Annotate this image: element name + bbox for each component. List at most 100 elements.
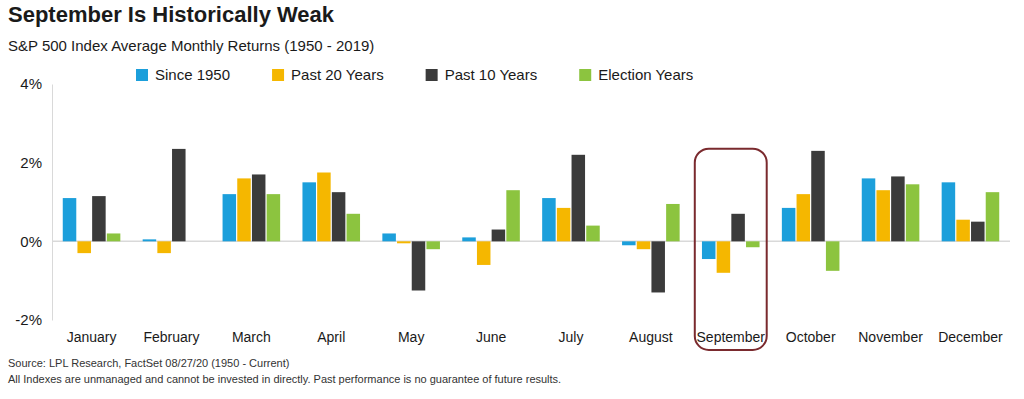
- x-tick: December: [938, 320, 1003, 345]
- bar: [107, 233, 121, 241]
- bar: [542, 198, 556, 241]
- legend-swatch: [426, 69, 438, 81]
- x-axis: January February March April May June July Augu…: [67, 320, 1003, 345]
- bar: [826, 241, 840, 270]
- x-tick-label: September: [697, 329, 766, 345]
- bar: [317, 173, 331, 242]
- legend-label: Since 1950: [155, 66, 230, 83]
- y-tick-label: 2%: [20, 154, 42, 171]
- bar: [223, 194, 237, 241]
- bar: [717, 241, 731, 272]
- legend-swatch: [579, 69, 591, 81]
- bar: [63, 198, 77, 241]
- bar: [252, 174, 266, 241]
- x-tick: August: [629, 320, 673, 345]
- bar: [347, 214, 361, 242]
- x-tick: February: [143, 320, 199, 345]
- x-tick-label: May: [398, 329, 424, 345]
- highlight-box: [695, 149, 767, 350]
- x-tick: July: [558, 320, 583, 345]
- series: [92, 149, 984, 293]
- bar: [586, 226, 600, 242]
- x-tick: April: [317, 320, 345, 345]
- bar: [477, 241, 491, 265]
- y-tick: 2%: [20, 154, 52, 171]
- bar: [172, 149, 186, 241]
- bars: [63, 149, 999, 293]
- legend-item: Past 20 Years: [272, 66, 384, 83]
- legend-label: Past 20 Years: [291, 66, 384, 83]
- bar: [666, 204, 680, 241]
- bar: [971, 222, 985, 242]
- y-axis: -2% 0% 2% 4%: [15, 75, 52, 328]
- x-tick: June: [476, 320, 507, 345]
- bar: [906, 184, 920, 241]
- x-tick-label: January: [67, 329, 117, 345]
- bar: [92, 196, 106, 241]
- bar: [782, 208, 796, 241]
- bar: [157, 241, 171, 253]
- footnote: Source: LPL Research, FactSet 08/27/20 (…: [8, 357, 289, 369]
- bar: [382, 233, 396, 241]
- x-tick-label: July: [558, 329, 583, 345]
- bar: [956, 220, 970, 242]
- bar: [302, 182, 316, 241]
- bar: [187, 241, 201, 242]
- y-tick-label: 0%: [20, 233, 42, 250]
- bar: [237, 178, 251, 241]
- bar: [412, 241, 426, 290]
- title: September Is Historically Weak: [8, 2, 335, 27]
- y-tick-label: 4%: [20, 75, 42, 92]
- y-tick-label: -2%: [15, 311, 42, 328]
- x-tick-label: June: [476, 329, 507, 345]
- x-tick-label: November: [858, 329, 923, 345]
- footnote: All Indexes are unmanaged and cannot be …: [8, 373, 561, 385]
- x-tick-label: February: [143, 329, 199, 345]
- bar: [557, 208, 571, 241]
- x-tick-label: October: [786, 329, 836, 345]
- bar: [426, 241, 440, 249]
- bar: [876, 190, 890, 241]
- bar: [267, 194, 281, 241]
- x-tick-label: December: [938, 329, 1003, 345]
- bar: [811, 151, 825, 241]
- bar: [797, 194, 811, 241]
- series: [77, 173, 969, 273]
- x-tick-label: August: [629, 329, 673, 345]
- legend-swatch: [272, 69, 284, 81]
- bar: [862, 178, 876, 241]
- x-tick: September: [697, 320, 766, 345]
- series: [107, 184, 999, 271]
- chart: September Is Historically Weak S&P 500 In…: [0, 0, 1024, 399]
- bar: [143, 239, 157, 241]
- bar: [942, 182, 956, 241]
- bar: [77, 241, 91, 253]
- bar: [622, 241, 636, 245]
- legend: Since 1950 Past 20 Years Past 10 Years Elec…: [136, 66, 693, 83]
- legend-item: Election Years: [579, 66, 693, 83]
- bar: [986, 192, 1000, 241]
- bar: [731, 214, 745, 242]
- x-tick-label: March: [232, 329, 271, 345]
- bar: [492, 230, 506, 242]
- x-tick: November: [858, 320, 923, 345]
- legend-item: Since 1950: [136, 66, 230, 83]
- bar: [397, 241, 411, 243]
- y-tick: 0%: [20, 233, 52, 250]
- y-tick: 4%: [20, 75, 52, 92]
- x-tick: May: [398, 320, 424, 345]
- legend-swatch: [136, 69, 148, 81]
- bar: [506, 190, 520, 241]
- bar: [651, 241, 665, 292]
- x-tick: October: [786, 320, 836, 345]
- legend-item: Past 10 Years: [426, 66, 538, 83]
- bar: [462, 237, 476, 241]
- bar: [637, 241, 651, 249]
- x-tick-label: April: [317, 329, 345, 345]
- bar: [746, 241, 760, 247]
- subtitle: S&P 500 Index Average Monthly Returns (1…: [8, 37, 374, 54]
- bar: [572, 155, 586, 242]
- y-axis-line: [52, 85, 53, 321]
- bar: [702, 241, 716, 259]
- legend-label: Past 10 Years: [445, 66, 538, 83]
